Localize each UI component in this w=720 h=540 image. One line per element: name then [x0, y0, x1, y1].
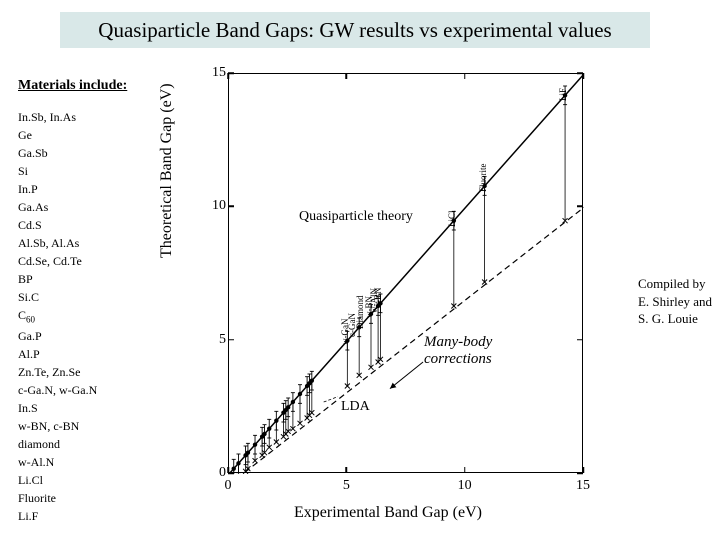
material-item: Si.C [18, 288, 97, 306]
material-item: Cd.Se, Cd.Te [18, 252, 97, 270]
plot-area: Quasiparticle theory LDA Many-bodycorrec… [228, 73, 583, 473]
y-tick-label: 10 [212, 198, 226, 214]
material-item: w-BN, c-BN [18, 417, 97, 435]
material-item: Ga.As [18, 198, 97, 216]
point-label: w-GaN [340, 318, 350, 345]
point-label: Fluorite [478, 164, 488, 193]
x-tick [227, 467, 229, 473]
y-tick [577, 339, 583, 341]
x-tick-label: 10 [458, 478, 472, 494]
x-tick [464, 73, 466, 79]
material-item: Li.Cl [18, 471, 97, 489]
y-tick [228, 206, 234, 208]
y-tick [228, 339, 234, 341]
material-item: Li.F [18, 507, 97, 525]
x-tick [464, 467, 466, 473]
materials-heading: Materials include: [18, 78, 127, 94]
annot-lda: LDA [341, 399, 370, 415]
material-item: Cd.S [18, 216, 97, 234]
material-item: Si [18, 162, 97, 180]
materials-list: In.Sb, In.AsGeGa.SbSiIn.PGa.AsCd.SAl.Sb,… [18, 108, 97, 525]
annot-quasiparticle: Quasiparticle theory [299, 209, 413, 225]
x-tick [346, 73, 348, 79]
x-tick-label: 5 [343, 478, 350, 494]
y-tick [577, 206, 583, 208]
material-item: Al.P [18, 345, 97, 363]
y-tick-label: 5 [219, 332, 226, 348]
x-tick [582, 73, 584, 79]
point-label: LiF [558, 88, 568, 101]
x-tick [227, 73, 229, 79]
x-tick [346, 467, 348, 473]
x-axis-label: Experimental Band Gap (eV) [168, 504, 608, 522]
material-item: In.S [18, 399, 97, 417]
point-label: LiCl [447, 210, 457, 227]
material-item: Zn.Te, Zn.Se [18, 363, 97, 381]
y-tick [228, 472, 234, 474]
material-item: Ga.P [18, 327, 97, 345]
x-tick [582, 467, 584, 473]
compiled-line: Compiled by [638, 275, 712, 293]
material-item: C60 [18, 306, 97, 327]
y-tick-label: 15 [212, 65, 226, 81]
compiled-by: Compiled byE. Shirley andS. G. Louie [638, 275, 712, 328]
y-tick [228, 72, 234, 74]
material-item: w-Al.N [18, 453, 97, 471]
material-item: Ge [18, 126, 97, 144]
point-label: w-BN [364, 296, 374, 318]
annot-many-body: Many-bodycorrections [424, 334, 492, 367]
material-item: Fluorite [18, 489, 97, 507]
slide-title: Quasiparticle Band Gaps: GW results vs e… [60, 12, 650, 48]
material-item: In.Sb, In.As [18, 108, 97, 126]
x-tick-label: 15 [576, 478, 590, 494]
band-gap-chart: Theoretical Band Gap (eV) Experimental B… [168, 58, 608, 528]
material-item: c-Ga.N, w-Ga.N [18, 381, 97, 399]
material-item: In.P [18, 180, 97, 198]
compiled-line: S. G. Louie [638, 310, 712, 328]
y-axis-label: Theoretical Band Gap (eV) [158, 83, 176, 258]
compiled-line: E. Shirley and [638, 293, 712, 311]
material-item: diamond [18, 435, 97, 453]
plot-svg [229, 74, 584, 474]
material-item: Al.Sb, Al.As [18, 234, 97, 252]
material-item: Ga.Sb [18, 144, 97, 162]
x-tick-label: 0 [225, 478, 232, 494]
material-item: BP [18, 270, 97, 288]
